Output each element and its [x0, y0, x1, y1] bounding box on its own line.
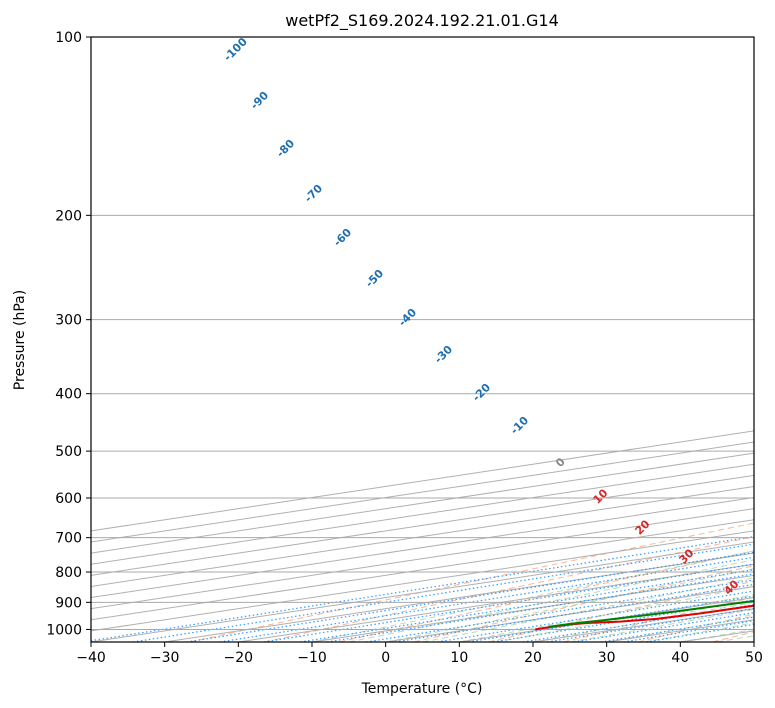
x-axis: −40 −30 −20 −10 0 10 20 30 40 50 [76, 642, 763, 666]
x-tick-label: 0 [381, 650, 390, 666]
chart-title: wetPf2_S169.2024.192.21.01.G14 [285, 11, 559, 31]
isotherm [91, 508, 754, 610]
dry-adiabat-label: -20 [470, 381, 493, 404]
dry-adiabat [488, 580, 754, 642]
y-tick-label: 100 [55, 30, 82, 46]
y-tick-label: 500 [55, 444, 82, 460]
moist-adiabat-label: 10 [591, 486, 611, 506]
isotherm [91, 541, 754, 642]
moist-adiabat [717, 635, 754, 642]
mixing-ratio-line [300, 569, 754, 642]
moist-adiabat [348, 559, 754, 642]
dry-adiabat-label: -90 [248, 89, 271, 112]
pressure-grid [91, 37, 754, 630]
dry-adiabat [413, 565, 754, 642]
y-tick-label: 300 [55, 313, 82, 329]
isotherm [91, 485, 754, 587]
dry-adiabat-label: -70 [302, 182, 325, 205]
x-tick-label: 20 [524, 650, 542, 666]
dry-adiabat [339, 550, 754, 642]
y-tick-label: 200 [55, 208, 82, 224]
dry-adiabat [563, 596, 754, 642]
x-tick-label: −40 [76, 650, 106, 666]
mixing-ratio-line [366, 579, 754, 642]
y-tick-label: 600 [55, 491, 82, 507]
y-tick-label: 400 [55, 387, 82, 403]
x-tick-label: 50 [745, 650, 763, 666]
moist-adiabat-label: 40 [722, 577, 742, 597]
isotherm [91, 463, 754, 565]
dry-adiabat-label: -10 [508, 414, 531, 437]
temperature-line [535, 604, 754, 631]
y-tick-label: 700 [55, 531, 82, 547]
x-tick-label: 30 [598, 650, 616, 666]
series-group [535, 599, 754, 631]
isotherm [532, 608, 754, 642]
isotherm [91, 441, 754, 543]
x-tick-label: −20 [224, 650, 254, 666]
mixing-ratio-line [327, 573, 754, 642]
isotherm [753, 641, 754, 642]
mixing-ratio-line [186, 551, 754, 642]
dry-adiabat-label: -50 [363, 267, 386, 290]
mixing-ratio-line [573, 612, 754, 642]
x-tick-label: 40 [671, 650, 689, 666]
x-axis-label: Temperature (°C) [361, 681, 483, 697]
isotherm [91, 519, 754, 621]
dry-adiabat [264, 536, 754, 642]
moist-adiabat [311, 550, 754, 642]
moist-adiabat [385, 568, 754, 642]
isotherm [91, 474, 754, 576]
isotherm [91, 452, 754, 554]
dry-adiabat-label: -30 [432, 343, 455, 366]
moist-adiabat [643, 622, 754, 642]
plot-frame [90, 36, 755, 643]
moist-adiabat [422, 577, 754, 642]
x-tick-label: −10 [297, 650, 327, 666]
background-lines [91, 430, 754, 642]
y-axis: 100 200 300 400 500 600 700 800 900 1000 [46, 30, 91, 638]
dry-adiabat [712, 631, 754, 642]
x-tick-label: 10 [450, 650, 468, 666]
moist-adiabat [459, 585, 754, 642]
isotherm [385, 585, 754, 642]
y-axis-label: Pressure (hPa) [12, 290, 28, 390]
dewpoint-line [548, 599, 754, 628]
x-tick-label: −30 [150, 650, 180, 666]
dry-adiabat-label: -100 [221, 35, 250, 64]
moist-adiabat-label: 20 [633, 517, 653, 537]
dry-adiabat-label: -60 [331, 226, 354, 249]
moist-adiabat-label: 0 [553, 455, 568, 470]
mixing-ratio-line [395, 583, 754, 642]
y-tick-label: 1000 [46, 622, 82, 638]
isotherm [91, 430, 754, 532]
isotherm [91, 530, 754, 632]
y-tick-label: 900 [55, 595, 82, 611]
dry-adiabat-label: -40 [396, 306, 419, 329]
y-tick-label: 800 [55, 565, 82, 581]
dry-adiabat-label: -80 [274, 137, 297, 160]
dry-adiabat [189, 522, 754, 642]
isotherm [91, 497, 754, 599]
